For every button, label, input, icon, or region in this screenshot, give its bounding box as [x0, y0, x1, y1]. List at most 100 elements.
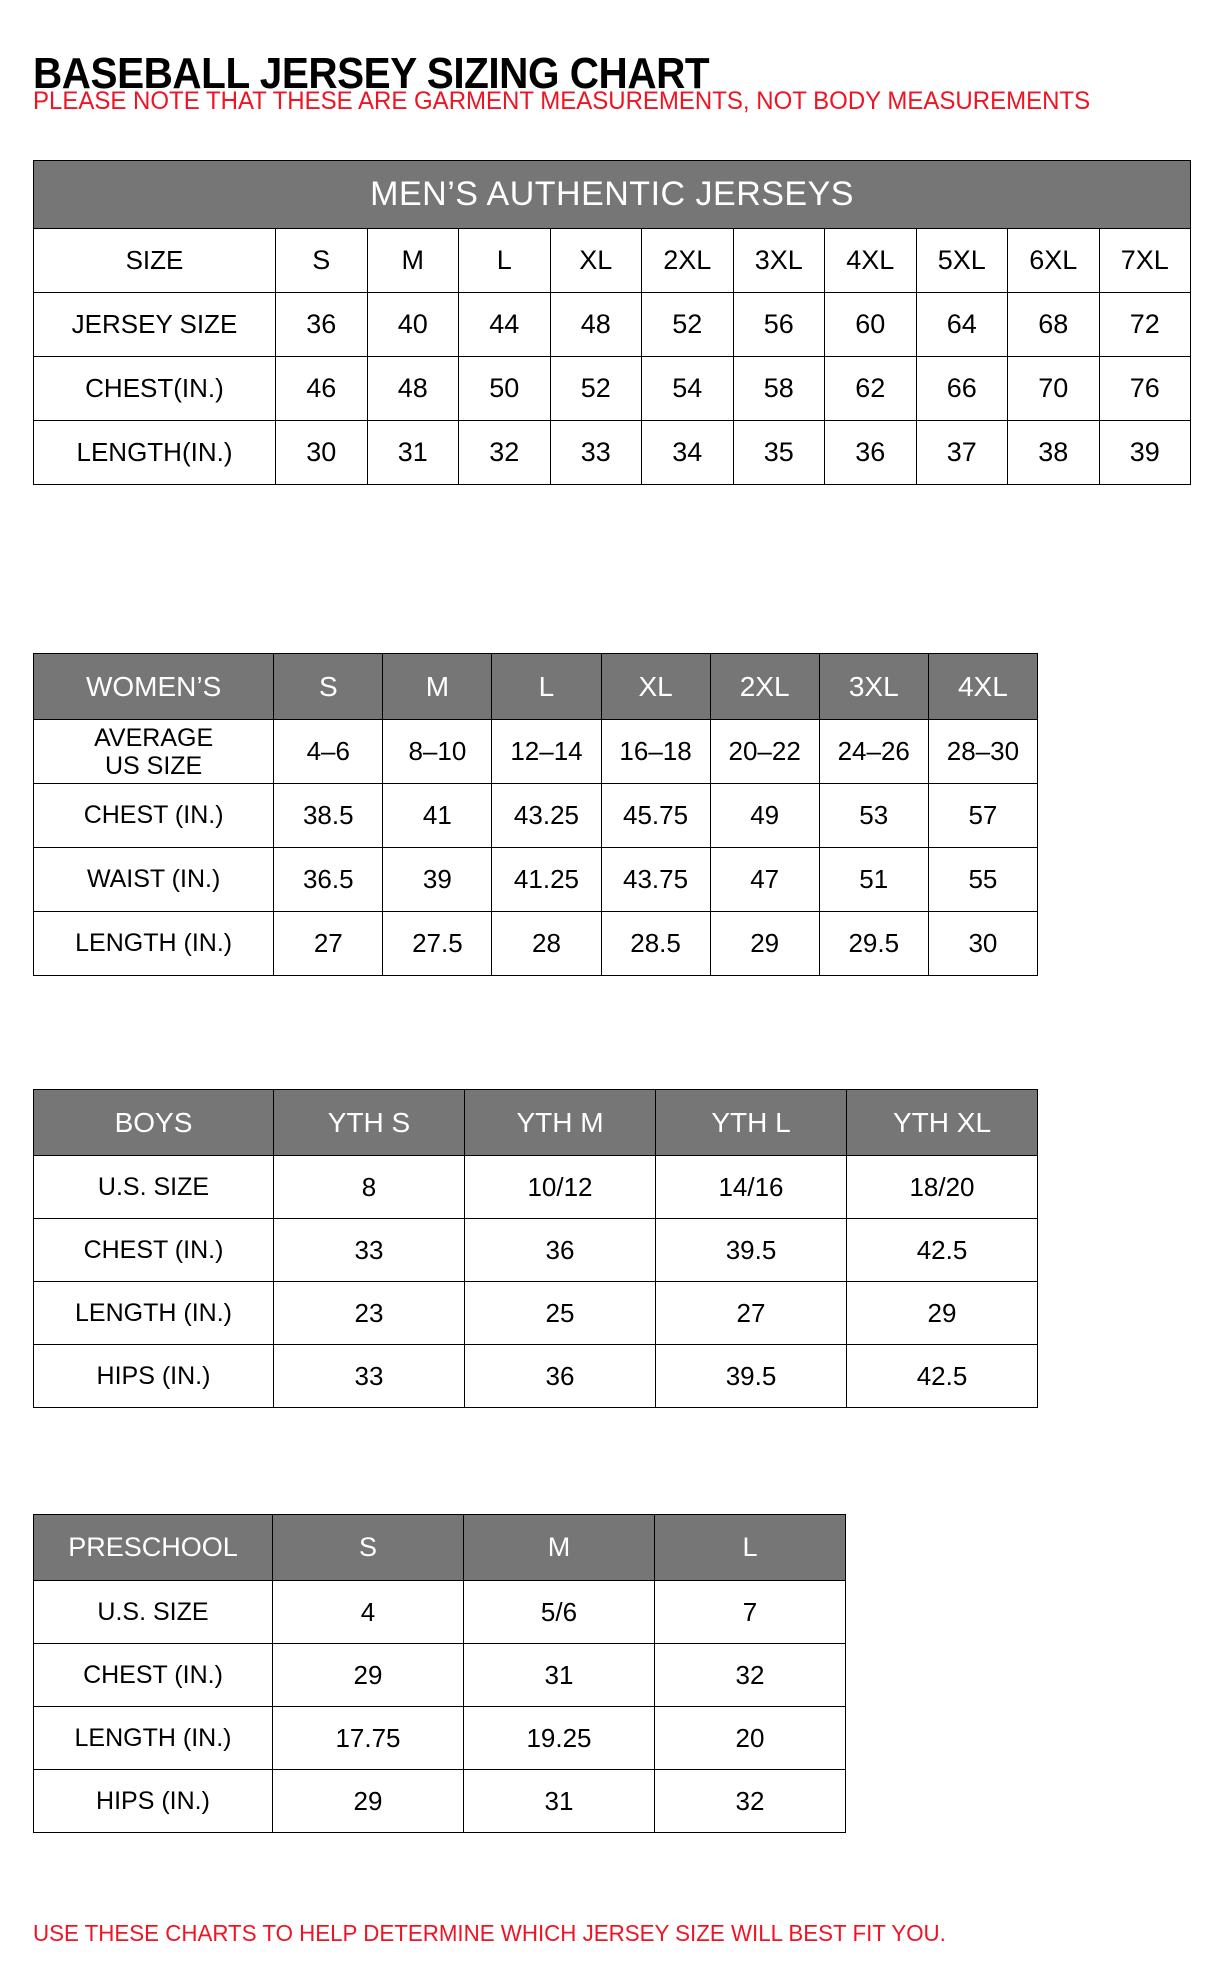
table-cell: 8–10 — [382, 719, 493, 784]
preschool-col-header: S — [272, 1514, 464, 1581]
table-cell: 20 — [654, 1706, 846, 1770]
table-row: LENGTH (IN.) 17.75 19.25 20 — [33, 1706, 846, 1770]
mens-col-header: 5XL — [915, 228, 1008, 293]
womens-col-header: L — [491, 653, 602, 720]
table-cell: 31 — [366, 420, 459, 485]
table-row: LENGTH(IN.) 30 31 32 33 34 35 36 37 38 3… — [33, 420, 1192, 485]
table-cell: 46 — [275, 356, 368, 421]
table-cell: 43.75 — [600, 847, 711, 912]
table-cell: 10/12 — [464, 1155, 656, 1219]
table-header-row: BOYS YTH S YTH M YTH L YTH XL — [33, 1089, 1038, 1156]
table-cell: 4 — [272, 1580, 464, 1644]
table-row: HIPS (IN.) 33 36 39.5 42.5 — [33, 1344, 1038, 1408]
mens-col-header: 3XL — [732, 228, 825, 293]
table-cell: 29 — [709, 911, 820, 976]
table-row: LENGTH (IN.) 27 27.5 28 28.5 29 29.5 30 — [32, 911, 1039, 976]
mens-col-header: S — [275, 228, 368, 293]
table-cell: 55 — [927, 847, 1039, 912]
table-cell: 32 — [654, 1643, 846, 1707]
table-cell: 36 — [824, 420, 917, 485]
row-label: LENGTH (IN.) — [32, 911, 275, 976]
preschool-col-header: L — [654, 1514, 846, 1581]
table-cell: 68 — [1007, 292, 1100, 357]
table-cell: 41 — [382, 783, 493, 848]
womens-col-header: XL — [600, 653, 711, 720]
boys-sizing-table: BOYS YTH S YTH M YTH L YTH XL U.S. SIZE … — [33, 1089, 1038, 1408]
table-cell: 72 — [1098, 292, 1192, 357]
table-cell: 29.5 — [818, 911, 929, 976]
table-cell: 8 — [273, 1155, 465, 1219]
table-cell: 64 — [915, 292, 1008, 357]
table-cell: 43.25 — [491, 783, 602, 848]
table-cell: 37 — [915, 420, 1008, 485]
table-cell: 58 — [732, 356, 825, 421]
boys-col-header: YTH S — [273, 1089, 465, 1156]
table-cell: 7 — [654, 1580, 846, 1644]
row-label: HIPS (IN.) — [33, 1769, 273, 1833]
boys-col-header: YTH XL — [846, 1089, 1038, 1156]
table-cell: 20–22 — [709, 719, 820, 784]
table-cell: 5/6 — [463, 1580, 655, 1644]
table-row: LENGTH (IN.) 23 25 27 29 — [33, 1281, 1038, 1345]
table-cell: 54 — [641, 356, 734, 421]
table-cell: 16–18 — [600, 719, 711, 784]
table-cell: 34 — [641, 420, 734, 485]
table-cell: 36 — [275, 292, 368, 357]
table-header-row: WOMEN’S S M L XL 2XL 3XL 4XL — [32, 653, 1039, 720]
table-cell: 29 — [846, 1281, 1038, 1345]
table-row: CHEST (IN.) 38.5 41 43.25 45.75 49 53 57 — [32, 783, 1039, 848]
womens-col-header: 4XL — [927, 653, 1039, 720]
row-label: CHEST(IN.) — [33, 356, 276, 421]
table-cell: 27.5 — [382, 911, 493, 976]
table-row: CHEST (IN.) 33 36 39.5 42.5 — [33, 1218, 1038, 1282]
row-label: LENGTH(IN.) — [33, 420, 276, 485]
mens-col-header: XL — [549, 228, 642, 293]
row-label: U.S. SIZE — [33, 1580, 273, 1644]
table-cell: 40 — [366, 292, 459, 357]
womens-col-header: 2XL — [709, 653, 820, 720]
garment-measurement-note: PLEASE NOTE THAT THESE ARE GARMENT MEASU… — [33, 87, 1091, 115]
mens-corner-label: SIZE — [33, 228, 276, 293]
mens-col-header: L — [458, 228, 551, 293]
womens-sizing-table: WOMEN’S S M L XL 2XL 3XL 4XL AVERAGE US S… — [32, 653, 1039, 976]
table-cell: 51 — [818, 847, 929, 912]
table-cell: 76 — [1098, 356, 1192, 421]
table-cell: 12–14 — [491, 719, 602, 784]
table-row: U.S. SIZE 8 10/12 14/16 18/20 — [33, 1155, 1038, 1219]
table-cell: 50 — [458, 356, 551, 421]
row-label: CHEST (IN.) — [33, 1218, 274, 1282]
table-row: JERSEY SIZE 36 40 44 48 52 56 60 64 68 7… — [33, 292, 1192, 357]
table-cell: 33 — [273, 1218, 465, 1282]
table-cell: 28 — [491, 911, 602, 976]
table-cell: 28.5 — [600, 911, 711, 976]
table-cell: 49 — [709, 783, 820, 848]
row-label: LENGTH (IN.) — [33, 1706, 273, 1770]
boys-col-header: YTH M — [464, 1089, 656, 1156]
table-cell: 44 — [458, 292, 551, 357]
preschool-col-header: M — [463, 1514, 655, 1581]
table-cell: 33 — [549, 420, 642, 485]
boys-col-header: YTH L — [655, 1089, 847, 1156]
table-cell: 52 — [641, 292, 734, 357]
page-title: BASEBALL JERSEY SIZING CHART — [33, 49, 710, 99]
table-cell: 41.25 — [491, 847, 602, 912]
footer-note: USE THESE CHARTS TO HELP DETERMINE WHICH… — [33, 1920, 946, 1946]
table-cell: 36.5 — [273, 847, 384, 912]
preschool-sizing-table: PRESCHOOL S M L U.S. SIZE 4 5/6 7 CHEST … — [33, 1514, 846, 1833]
table-cell: 31 — [463, 1769, 655, 1833]
table-cell: 39 — [1098, 420, 1192, 485]
boys-corner-label: BOYS — [33, 1089, 274, 1156]
table-cell: 39 — [382, 847, 493, 912]
table-cell: 38 — [1007, 420, 1100, 485]
row-label-line: US SIZE — [104, 751, 203, 780]
womens-col-header: M — [382, 653, 493, 720]
table-row: CHEST (IN.) 29 31 32 — [33, 1643, 846, 1707]
table-cell: 29 — [272, 1769, 464, 1833]
row-label: HIPS (IN.) — [33, 1344, 274, 1408]
table-cell: 35 — [732, 420, 825, 485]
row-label-line: AVERAGE — [94, 723, 214, 752]
row-label: JERSEY SIZE — [33, 292, 276, 357]
table-cell: 4–6 — [273, 719, 384, 784]
table-row: AVERAGE US SIZE 4–6 8–10 12–14 16–18 20–2… — [32, 719, 1039, 784]
